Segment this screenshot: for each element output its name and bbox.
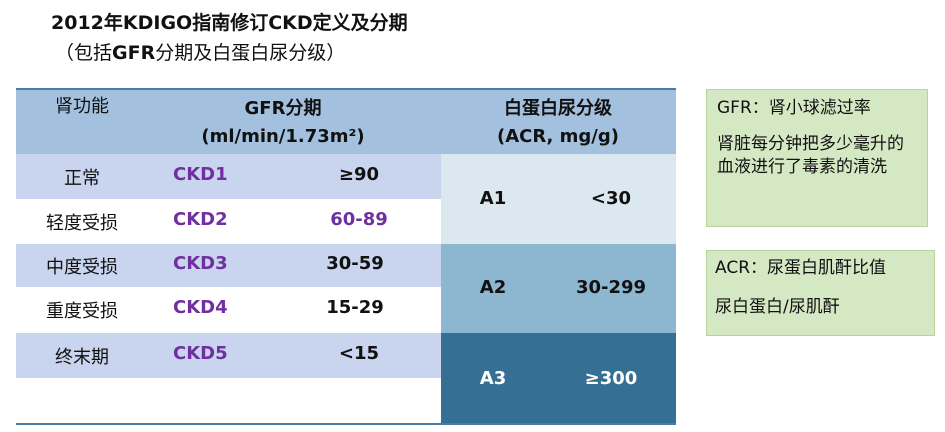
row-3-stage: CKD3 <box>173 253 228 274</box>
row-2-function: 轻度受损 <box>46 213 118 234</box>
header-acr: 白蛋白尿分级 (ACR, mg/g) <box>497 96 619 150</box>
row-5-stage: CKD5 <box>173 343 228 364</box>
gfr-note-desc: 肾脏每分钟把多少毫升的血液进行了毒素的清洗 <box>717 134 904 177</box>
acr-note: ACR：尿蛋白肌酐比值 尿白蛋白/尿肌酐 <box>706 250 935 336</box>
header-kidney-function: 肾功能 <box>55 94 109 120</box>
acr-a3-block <box>441 333 676 423</box>
gfr-row-5-bg <box>16 333 441 378</box>
gfr-note-label: GFR：肾小球滤过率 <box>717 98 871 118</box>
acr-note-desc: 尿白蛋白/尿肌酐 <box>715 297 840 317</box>
subtitle-suffix: 分期及白蛋白尿分级） <box>155 42 346 64</box>
row-2-range: 60-89 <box>330 209 388 230</box>
row-1-stage: CKD1 <box>173 164 228 185</box>
acr-a1-block <box>441 154 676 244</box>
row-1-range: ≥90 <box>338 164 380 185</box>
acr-a2-range: 30-299 <box>575 277 647 298</box>
acr-a1-grade: A1 <box>479 188 507 209</box>
acr-a3-range: ≥300 <box>584 368 638 389</box>
row-2-stage: CKD2 <box>173 209 228 230</box>
subtitle-bold: GFR <box>112 42 156 64</box>
row-1-function: 正常 <box>64 168 100 189</box>
header-acr-line1: 白蛋白尿分级 <box>504 98 612 119</box>
table-bottom-border <box>16 423 676 425</box>
header-kidney-function-text: 肾功能 <box>55 96 109 117</box>
gfr-row-3-bg <box>16 244 441 287</box>
row-4-stage: CKD4 <box>173 297 228 318</box>
gfr-row-4-bg <box>16 287 441 333</box>
acr-a2-block <box>441 244 676 333</box>
row-5-function: 终末期 <box>55 347 109 368</box>
row-5-range: <15 <box>338 343 380 364</box>
acr-note-label: ACR：尿蛋白肌酐比值 <box>715 258 887 278</box>
header-gfr: GFR分期 (ml/min/1.73m²) <box>201 96 364 150</box>
acr-a1-range: <30 <box>590 188 632 209</box>
subtitle-prefix: （包括 <box>55 42 113 64</box>
acr-a2-grade: A2 <box>479 277 507 298</box>
page-title: 2012年KDIGO指南修订CKD定义及分期 <box>51 12 408 34</box>
header-acr-line2: (ACR, mg/g) <box>497 126 619 147</box>
gfr-row-2-bg <box>16 199 441 244</box>
gfr-row-1-bg <box>16 154 441 199</box>
header-gfr-line2: (ml/min/1.73m²) <box>201 126 365 147</box>
row-4-function: 重度受损 <box>46 301 118 322</box>
table-top-border <box>16 88 676 90</box>
gfr-row-empty-bg <box>16 378 441 423</box>
row-4-range: 15-29 <box>326 297 384 318</box>
gfr-note: GFR：肾小球滤过率 肾脏每分钟把多少毫升的血液进行了毒素的清洗 <box>706 89 928 227</box>
acr-a3-grade: A3 <box>479 368 507 389</box>
row-3-function: 中度受损 <box>46 257 118 278</box>
table-header <box>16 90 676 154</box>
row-3-range: 30-59 <box>326 253 384 274</box>
page-subtitle: （包括GFR分期及白蛋白尿分级） <box>55 38 345 65</box>
header-gfr-line1: GFR分期 <box>244 98 322 119</box>
